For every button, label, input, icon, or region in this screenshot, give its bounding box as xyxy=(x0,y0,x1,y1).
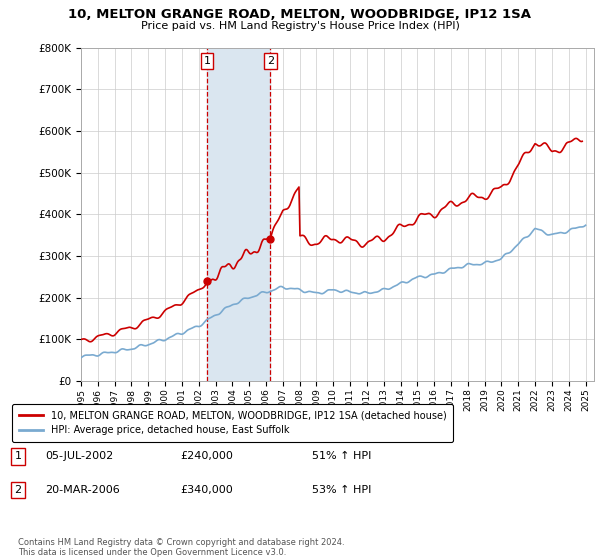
Text: 05-JUL-2002: 05-JUL-2002 xyxy=(45,451,113,461)
Text: 1: 1 xyxy=(203,56,211,66)
Text: 2: 2 xyxy=(266,56,274,66)
Text: £340,000: £340,000 xyxy=(180,485,233,495)
Text: Contains HM Land Registry data © Crown copyright and database right 2024.
This d: Contains HM Land Registry data © Crown c… xyxy=(18,538,344,557)
Text: 51% ↑ HPI: 51% ↑ HPI xyxy=(312,451,371,461)
Text: 10, MELTON GRANGE ROAD, MELTON, WOODBRIDGE, IP12 1SA: 10, MELTON GRANGE ROAD, MELTON, WOODBRID… xyxy=(68,8,532,21)
Text: Price paid vs. HM Land Registry's House Price Index (HPI): Price paid vs. HM Land Registry's House … xyxy=(140,21,460,31)
Text: 53% ↑ HPI: 53% ↑ HPI xyxy=(312,485,371,495)
Text: 1: 1 xyxy=(14,451,22,461)
Bar xyxy=(207,48,270,381)
Legend: 10, MELTON GRANGE ROAD, MELTON, WOODBRIDGE, IP12 1SA (detached house), HPI: Aver: 10, MELTON GRANGE ROAD, MELTON, WOODBRID… xyxy=(12,404,454,442)
Text: £240,000: £240,000 xyxy=(180,451,233,461)
Text: 2: 2 xyxy=(14,485,22,495)
Text: 20-MAR-2006: 20-MAR-2006 xyxy=(45,485,120,495)
